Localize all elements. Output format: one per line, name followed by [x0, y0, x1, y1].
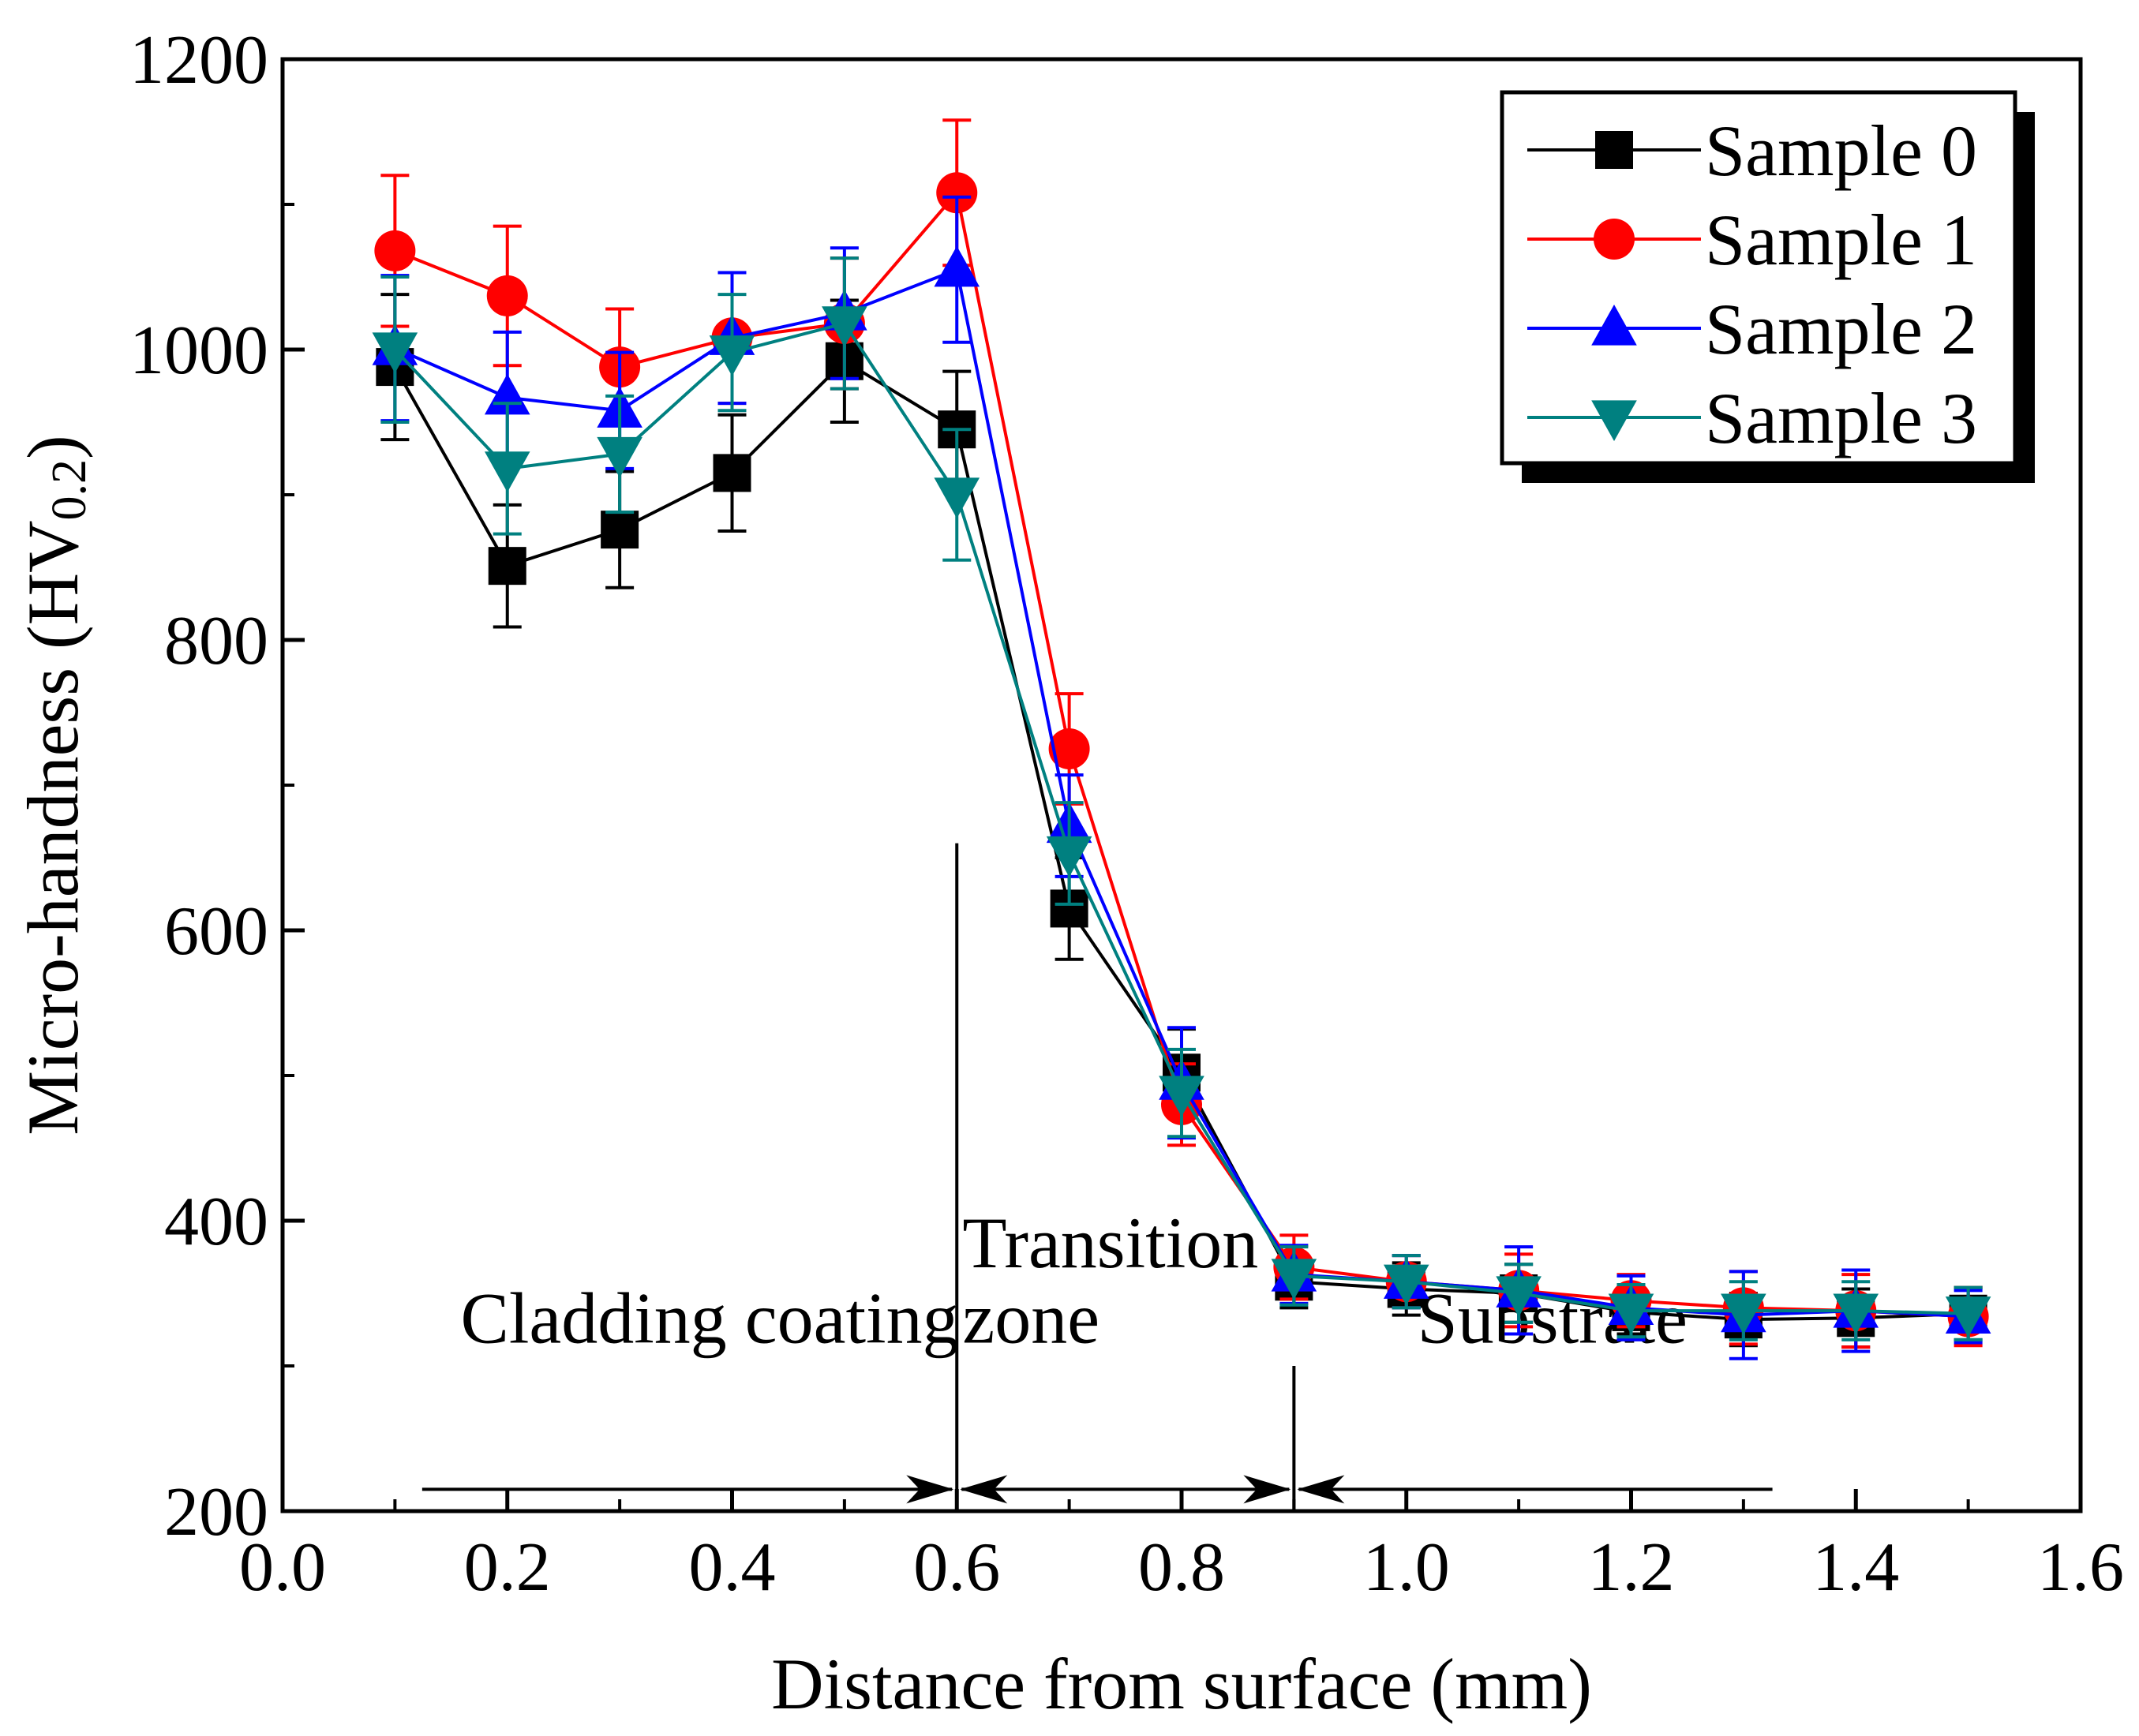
data-point: [709, 335, 755, 376]
data-point: [374, 230, 416, 271]
data-point: [934, 477, 980, 518]
legend-marker: [1594, 219, 1635, 260]
y-tick-label: 400: [164, 1184, 268, 1260]
series-layer: [372, 118, 1991, 1360]
region-label-zone: zone: [962, 1278, 1099, 1359]
data-point: [713, 454, 751, 492]
series-sample-3: [372, 256, 1991, 1341]
data-point: [1048, 728, 1090, 769]
x-tick-label: 1.2: [1588, 1529, 1675, 1606]
legend-label: Sample 0: [1705, 110, 1977, 191]
x-tick-label: 0.8: [1138, 1529, 1225, 1606]
data-point: [597, 436, 642, 478]
legend-item-sample-3: Sample 3: [1527, 378, 1977, 458]
y-tick-label: 200: [164, 1474, 268, 1551]
legend-label: Sample 2: [1705, 289, 1977, 369]
data-point: [1721, 1293, 1766, 1335]
y-tick-labels: 200 400 600 800 1000 1200: [129, 22, 268, 1551]
data-point: [1833, 1293, 1879, 1335]
region-label-cladding-coating: Cladding coating: [460, 1278, 958, 1359]
y-axis-title-main: Micro-handness (HV: [13, 520, 93, 1135]
data-point: [486, 275, 528, 316]
data-point: [822, 306, 867, 347]
legend-marker: [1591, 305, 1637, 346]
data-point: [601, 511, 639, 549]
x-tick-label: 1.6: [2037, 1529, 2124, 1606]
x-tick-label: 1.0: [1363, 1529, 1450, 1606]
y-tick-label: 1200: [129, 22, 268, 99]
legend-marker: [1591, 400, 1637, 441]
region-arrow-head-right: [1243, 1475, 1291, 1504]
data-point: [372, 332, 418, 373]
region-arrow-head-left: [1297, 1475, 1345, 1504]
legend-label: Sample 1: [1705, 200, 1977, 280]
data-point: [1608, 1293, 1654, 1335]
data-point: [936, 172, 978, 214]
x-tick-label: 1.4: [1812, 1529, 1899, 1606]
data-point: [1271, 1259, 1317, 1300]
y-axis-title: Micro-handness (HV0.2): [13, 435, 96, 1135]
x-tick-labels: 0.0 0.2 0.4 0.6 0.8 1.0 1.2 1.4 1.6: [239, 1529, 2124, 1606]
data-point: [1159, 1076, 1204, 1117]
x-tick-label: 0.2: [464, 1529, 551, 1606]
data-point: [1496, 1276, 1542, 1317]
x-tick-label: 0.0: [239, 1529, 326, 1606]
data-point: [934, 245, 980, 287]
data-point: [1945, 1296, 1991, 1338]
data-point: [1046, 836, 1092, 877]
x-axis-title: Distance from surface (mm): [771, 1644, 1592, 1724]
legend-item-sample-0: Sample 0: [1527, 110, 1977, 191]
y-tick-label: 600: [164, 893, 268, 970]
data-point: [484, 451, 530, 492]
legend-item-sample-2: Sample 2: [1527, 289, 1977, 369]
legend-marker: [1595, 131, 1633, 169]
axis-ticks: [280, 57, 2083, 1513]
y-axis-title-subscript: 0.2: [43, 459, 96, 521]
y-axis-title-close: ): [13, 435, 93, 459]
region-label-transition: Transition: [962, 1203, 1258, 1283]
x-tick-label: 0.4: [689, 1529, 776, 1606]
x-tick-label: 0.6: [913, 1529, 1000, 1606]
data-point: [1383, 1264, 1429, 1306]
legend-label: Sample 3: [1705, 378, 1977, 458]
legend-item-sample-1: Sample 1: [1527, 200, 1977, 280]
legend: Sample 0 Sample 1 Sample 2 Sample 3: [1500, 90, 2035, 483]
region-arrow-head-right: [906, 1475, 954, 1504]
y-tick-label: 1000: [129, 312, 268, 389]
y-tick-label: 800: [164, 603, 268, 679]
region-arrow-head-left: [960, 1475, 1008, 1504]
data-point: [488, 547, 526, 586]
legend-box: [1500, 90, 2017, 466]
